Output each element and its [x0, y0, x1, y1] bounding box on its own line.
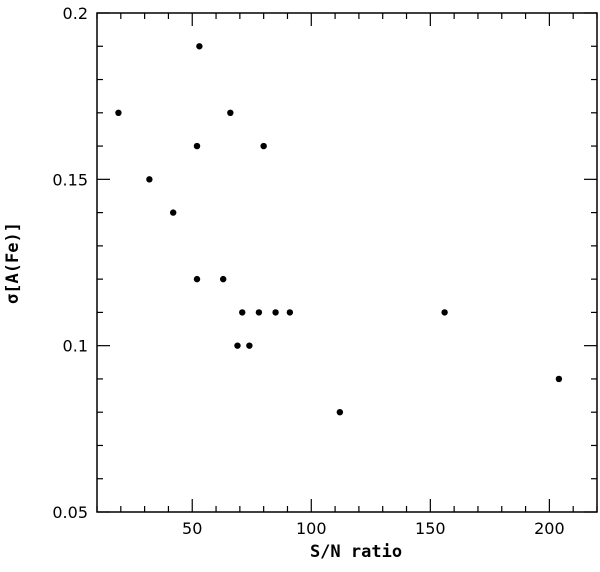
data-point	[246, 342, 253, 349]
y-tick-label: 0.1	[63, 337, 88, 356]
data-point	[234, 342, 241, 349]
data-points	[115, 43, 563, 416]
x-tick-label: 200	[534, 519, 565, 538]
x-tick-label: 100	[296, 519, 327, 538]
x-axis-label: S/N ratio	[310, 542, 402, 562]
data-point	[227, 109, 234, 117]
data-point	[115, 109, 122, 117]
y-tick-label: 0.2	[63, 4, 88, 23]
x-tick-labels: 50 100 150 200	[182, 519, 565, 538]
data-point	[555, 375, 563, 383]
y-tick-labels: 0.05 0.1 0.15 0.2	[52, 4, 88, 522]
y-tick-label: 0.15	[52, 170, 88, 189]
data-point	[286, 309, 294, 316]
data-point	[193, 275, 201, 283]
data-point	[196, 43, 203, 50]
data-point	[219, 275, 227, 283]
major-ticks	[97, 12, 597, 513]
data-point	[239, 309, 246, 316]
data-point	[169, 209, 177, 216]
y-axis-label: σ[A(Fe)]	[3, 222, 23, 304]
data-point	[260, 142, 267, 150]
x-tick-label: 150	[415, 519, 446, 538]
data-point	[336, 409, 344, 416]
minor-ticks	[96, 13, 598, 512]
data-point	[146, 176, 153, 183]
y-tick-label: 0.05	[52, 503, 88, 522]
data-point	[272, 309, 279, 316]
plot-frame	[96, 12, 598, 513]
data-point	[255, 309, 263, 316]
x-tick-label: 50	[182, 519, 202, 538]
data-point	[441, 309, 448, 316]
data-point	[193, 142, 201, 150]
